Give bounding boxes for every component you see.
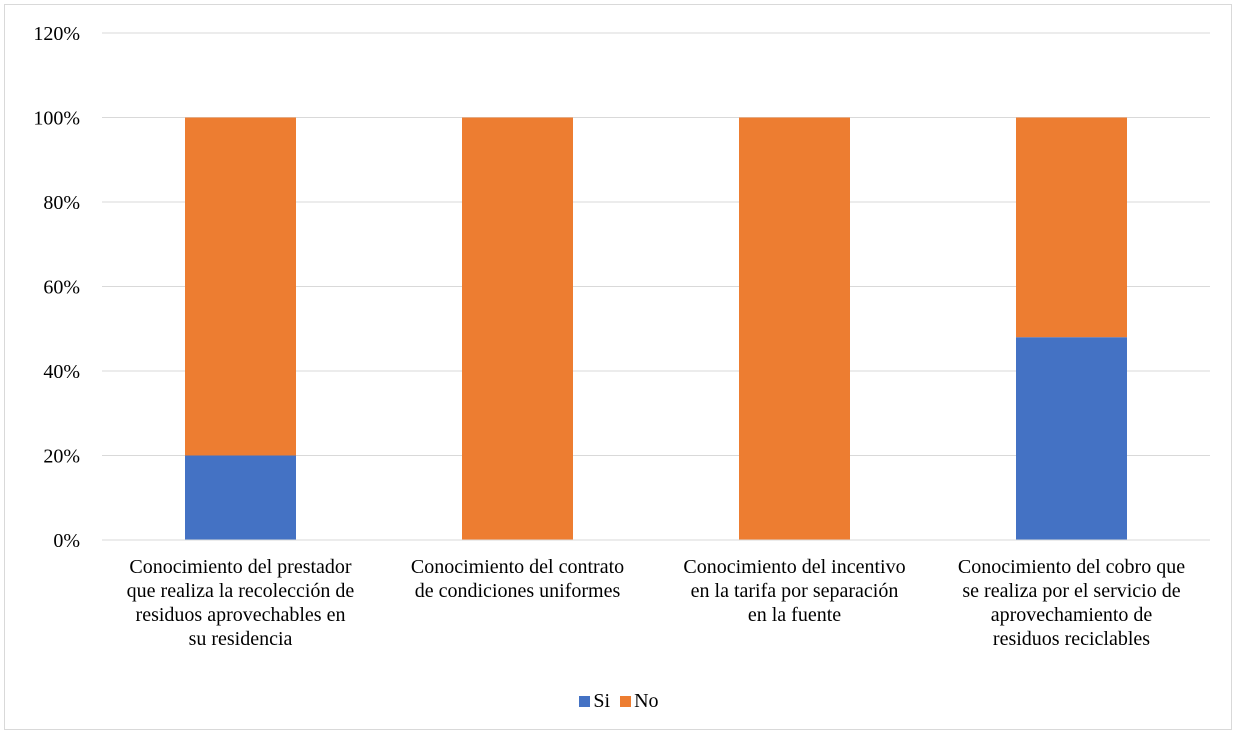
- x-category-label-line: Conocimiento del contrato: [410, 556, 625, 578]
- x-category-label-line: Conocimiento del cobro que: [957, 556, 1186, 578]
- x-category-label-line: Conocimiento del prestador: [129, 556, 352, 578]
- y-tick-label: 80%: [43, 192, 80, 214]
- x-category-label-line: en la fuente: [747, 604, 842, 626]
- legend-swatch-si: [579, 696, 591, 707]
- bar-no-1: [185, 117, 296, 456]
- x-category-label: Conocimiento del contrato de condiciones …: [378, 555, 658, 603]
- legend-item-si: Si: [579, 690, 610, 713]
- y-tick-label: 120%: [33, 23, 80, 45]
- bar-no-3: [739, 117, 850, 540]
- x-category-label-line: Conocimiento del incentivo: [683, 556, 906, 578]
- x-category-label-line: se realiza por el servicio de: [962, 580, 1181, 602]
- x-category-label: Conocimiento del cobro que se realiza por…: [932, 555, 1212, 651]
- y-tick-label: 20%: [43, 446, 80, 468]
- y-tick-label: 0%: [53, 530, 80, 552]
- x-category-label-line: de condiciones uniformes: [414, 580, 621, 602]
- bar-no-4: [1016, 117, 1127, 338]
- legend-label-si: Si: [593, 690, 611, 712]
- x-category-label-line: que realiza la recolección de: [126, 580, 355, 602]
- legend: Si No: [0, 690, 1238, 713]
- x-category-label-line: residuos reciclables: [992, 628, 1151, 650]
- x-category-label-line: aprovechamiento de: [990, 604, 1153, 626]
- legend-item-no: No: [620, 690, 659, 713]
- y-tick-label: 100%: [33, 108, 80, 130]
- x-category-label-line: su residencia: [188, 628, 293, 650]
- x-category-label: Conocimiento del prestador que realiza la…: [101, 555, 381, 651]
- bar-si-1: [185, 455, 296, 540]
- legend-swatch-no: [620, 696, 632, 707]
- y-tick-label: 60%: [43, 277, 80, 299]
- bar-si-4: [1016, 337, 1127, 540]
- x-category-label-line: en la tarifa por separación: [690, 580, 899, 602]
- y-tick-label: 40%: [43, 361, 80, 383]
- x-category-label-line: residuos aprovechables en: [135, 604, 346, 626]
- legend-label-no: No: [634, 690, 659, 712]
- x-category-label: Conocimiento del incentivo en la tarifa p…: [655, 555, 935, 627]
- bar-no-2: [462, 117, 573, 540]
